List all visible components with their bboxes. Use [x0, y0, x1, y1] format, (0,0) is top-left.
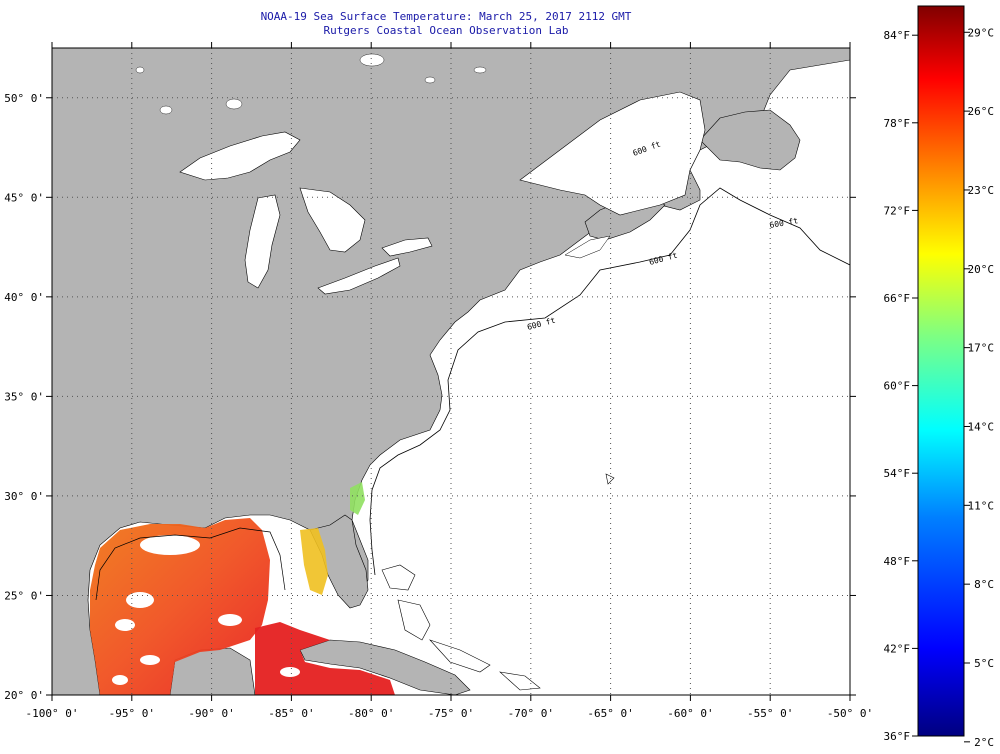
colorbar-f-label: 78°F	[884, 117, 911, 130]
lon-label: -65° 0'	[587, 707, 633, 720]
lon-label: -60° 0'	[667, 707, 713, 720]
lake-erie	[317, 257, 401, 295]
lon-label: -70° 0'	[508, 707, 554, 720]
lat-label: 50° 0'	[4, 92, 44, 105]
isobath-line	[369, 187, 850, 576]
colorbar-f-label: 36°F	[884, 730, 911, 743]
colorbar-fahrenheit-labels: 84°F 78°F 72°F 66°F 60°F 54°F 48°F 42°F 36°F	[884, 29, 918, 743]
lake-huron	[299, 187, 366, 253]
colorbar-c-label: 26°C	[968, 105, 995, 118]
colorbar-c-label: 17°C	[968, 342, 995, 355]
sst-florida-shelf	[300, 528, 328, 595]
colorbar-c-label: 23°C	[968, 184, 995, 197]
longitude-labels: -100° 0' -95° 0' -90° 0' -85° 0' -80° 0' -75°…	[26, 707, 874, 720]
colorbar-f-label: 66°F	[884, 292, 911, 305]
bahamas-banks	[381, 473, 615, 691]
water-bay-of-fundy	[564, 235, 611, 259]
lon-label: -80° 0'	[348, 707, 394, 720]
map-title: NOAA-19 Sea Surface Temperature: March 2…	[261, 10, 632, 23]
lon-label: -55° 0'	[747, 707, 793, 720]
lat-label: 20° 0'	[4, 689, 44, 702]
colorbar-c-label: 2°C	[974, 736, 994, 749]
water-gulf-st-lawrence	[519, 91, 706, 216]
lon-label: -75° 0'	[428, 707, 474, 720]
colorbar-c-label: 11°C	[968, 499, 995, 512]
cloud-gaps	[112, 535, 300, 685]
lon-label: -50° 0'	[827, 707, 873, 720]
colorbar-c-label: 8°C	[974, 578, 994, 591]
colorbar-c-label: 14°C	[968, 420, 995, 433]
sst-gulf-of-mexico	[90, 518, 270, 695]
lake-ontario	[381, 237, 433, 257]
lon-label: -90° 0'	[188, 707, 234, 720]
lon-label: -95° 0'	[109, 707, 155, 720]
colorbar-f-label: 48°F	[884, 555, 911, 568]
colorbar	[917, 5, 965, 737]
colorbar-f-label: 42°F	[884, 642, 911, 655]
inland-lakes	[135, 53, 487, 115]
land-newfoundland	[699, 109, 801, 171]
lat-label: 25° 0'	[4, 589, 44, 602]
sst-east-fl-coast	[350, 482, 365, 515]
land-cuba	[299, 639, 471, 695]
latitude-labels: 20° 0' 25° 0' 30° 0' 35° 0' 40° 0' 45° 0' 50° …	[4, 92, 44, 702]
lon-label: -100° 0'	[26, 707, 79, 720]
lake-superior	[179, 131, 301, 181]
colorbar-f-label: 54°F	[884, 467, 911, 480]
colorbar-f-label: 72°F	[884, 204, 911, 217]
graticule	[52, 48, 850, 695]
frame-ticks	[46, 42, 856, 701]
map-subtitle: Rutgers Coastal Ocean Observation Lab	[323, 24, 568, 37]
colorbar-f-label: 84°F	[884, 29, 911, 42]
lat-label: 40° 0'	[4, 291, 44, 304]
lon-label: -85° 0'	[268, 707, 314, 720]
map-area: 600 ft 600 ft 600 ft 600 ft	[52, 48, 850, 695]
lat-label: 45° 0'	[4, 191, 44, 204]
colorbar-c-label: 20°C	[968, 263, 995, 276]
isobath-gulf	[95, 527, 286, 601]
colorbar-celsius-labels: 29°C 26°C 23°C 20°C 17°C 14°C 11°C 8°C 5°C 2°C	[964, 26, 994, 749]
lake-michigan	[244, 194, 281, 289]
colorbar-c-label: 5°C	[974, 657, 994, 670]
lat-label: 30° 0'	[4, 490, 44, 503]
lat-label: 35° 0'	[4, 390, 44, 403]
colorbar-c-label: 29°C	[968, 26, 995, 39]
colorbar-f-label: 60°F	[884, 380, 911, 393]
